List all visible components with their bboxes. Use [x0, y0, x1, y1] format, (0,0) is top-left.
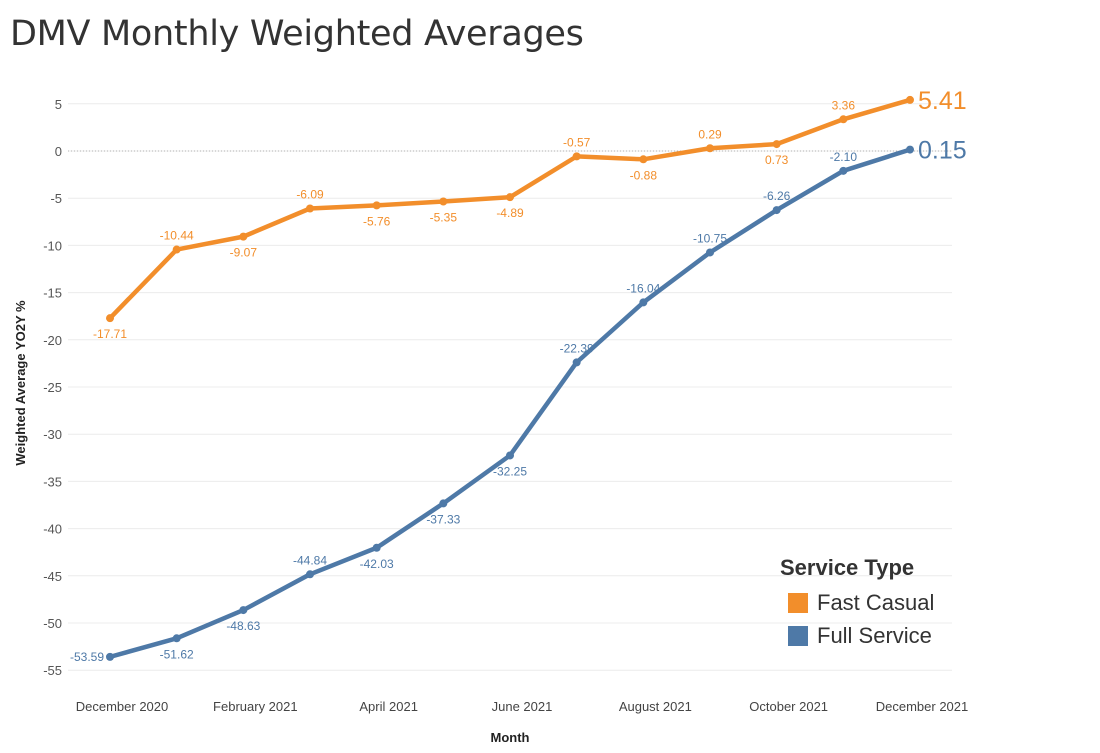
- x-axis-ticks: December 2020 February 2021 April 2021 June…: [76, 699, 969, 714]
- x-tick-label: December 2021: [876, 699, 969, 714]
- data-point-full-service: [772, 206, 781, 215]
- y-tick-label: -35: [43, 474, 62, 489]
- data-label-fast-casual: -4.89: [496, 206, 524, 220]
- data-point-fast-casual: [706, 144, 714, 153]
- data-point-fast-casual: [772, 140, 781, 149]
- data-point-full-service: [106, 652, 114, 661]
- data-point-full-service: [639, 298, 648, 307]
- plot-area: [68, 82, 952, 686]
- x-tick-label: April 2021: [359, 699, 418, 714]
- legend-swatch-full-service[interactable]: [788, 626, 808, 646]
- data-label-fast-casual: 5.41: [918, 87, 967, 115]
- chart-title: DMV Monthly Weighted Averages: [10, 14, 584, 54]
- gridlines: [68, 103, 952, 671]
- x-axis-title: Month: [491, 730, 530, 745]
- data-label-full-service: -2.10: [830, 150, 858, 164]
- data-label-fast-casual: -5.35: [430, 211, 458, 225]
- data-point-full-service: [306, 570, 314, 579]
- data-label-full-service: -6.26: [763, 189, 791, 203]
- data-label-full-service: -42.03: [360, 557, 394, 571]
- data-point-fast-casual: [172, 245, 181, 254]
- data-point-fast-casual: [506, 193, 514, 202]
- data-point-full-service: [439, 499, 448, 508]
- data-point-fast-casual: [239, 232, 248, 241]
- data-point-fast-casual: [106, 314, 114, 323]
- data-point-fast-casual: [572, 152, 581, 161]
- data-label-fast-casual: -17.71: [93, 327, 127, 341]
- series-fast-casual: -17.71 -10.44 -9.07 -6.09 -5.76 -5.35 -4.89 -0.…: [93, 87, 967, 341]
- data-label-fast-casual: -5.76: [363, 214, 391, 228]
- data-point-fast-casual: [439, 197, 448, 206]
- data-label-fast-casual: -9.07: [230, 246, 258, 260]
- data-label-full-service: -32.25: [493, 464, 527, 478]
- y-tick-label: 5: [55, 97, 62, 112]
- data-point-fast-casual: [306, 204, 314, 213]
- legend-swatch-fast-casual[interactable]: [788, 593, 808, 613]
- data-label-fast-casual: -6.09: [296, 187, 324, 201]
- series-full-service: -53.59 -51.62 -48.63 -44.84 -42.03 -37.33 -32.…: [70, 137, 967, 664]
- x-tick-label: August 2021: [619, 699, 692, 714]
- data-label-full-service: -10.75: [693, 231, 727, 245]
- data-point-full-service: [906, 145, 914, 154]
- data-label-full-service: -44.84: [293, 553, 327, 567]
- data-label-fast-casual: -10.44: [160, 229, 194, 243]
- data-label-full-service: -22.39: [560, 341, 594, 355]
- y-tick-label: -25: [43, 380, 62, 395]
- y-tick-label: -10: [43, 238, 62, 253]
- data-label-full-service: -53.59: [70, 650, 104, 664]
- data-label-full-service: -16.04: [626, 281, 660, 295]
- data-point-full-service: [706, 248, 714, 257]
- y-tick-label: -50: [43, 616, 62, 631]
- y-tick-label: -20: [43, 333, 62, 348]
- x-tick-label: February 2021: [213, 699, 298, 714]
- data-label-fast-casual: 0.29: [698, 127, 722, 141]
- series-layer: -17.71 -10.44 -9.07 -6.09 -5.76 -5.35 -4.89 -0.…: [70, 87, 967, 664]
- data-point-fast-casual: [839, 115, 848, 124]
- y-axis-title: Weighted Average YO2Y %: [13, 300, 28, 466]
- data-label-fast-casual: 0.73: [765, 153, 789, 167]
- x-tick-label: December 2020: [76, 699, 169, 714]
- data-label-full-service: -37.33: [426, 512, 460, 526]
- data-label-fast-casual: 3.36: [832, 98, 856, 112]
- y-tick-label: -45: [43, 569, 62, 584]
- data-point-fast-casual: [372, 201, 381, 210]
- data-point-full-service: [506, 451, 514, 460]
- x-tick-label: October 2021: [749, 699, 828, 714]
- legend-title: Service Type: [780, 555, 914, 580]
- data-point-fast-casual: [639, 155, 648, 164]
- legend-item-full-service[interactable]: Full Service: [817, 623, 932, 648]
- data-point-fast-casual: [906, 95, 914, 104]
- data-point-full-service: [372, 543, 381, 552]
- legend: Service Type Fast Casual Full Service: [780, 555, 934, 648]
- data-point-full-service: [239, 606, 248, 615]
- y-tick-label: -15: [43, 286, 62, 301]
- data-label-full-service: -51.62: [160, 647, 194, 661]
- data-point-full-service: [172, 634, 181, 643]
- x-tick-label: June 2021: [492, 699, 553, 714]
- legend-item-fast-casual[interactable]: Fast Casual: [817, 590, 934, 615]
- data-label-full-service: 0.15: [918, 137, 967, 165]
- data-label-fast-casual: -0.88: [630, 168, 658, 182]
- data-label-fast-casual: -0.57: [563, 135, 591, 149]
- y-tick-label: 0: [55, 144, 62, 159]
- data-label-full-service: -48.63: [226, 619, 260, 633]
- y-axis-ticks: 5 0 -5 -10 -15 -20 -25 -30 -35 -40 -45 -50 -55: [43, 97, 62, 678]
- y-tick-label: -40: [43, 522, 62, 537]
- y-tick-label: -30: [43, 427, 62, 442]
- data-point-full-service: [572, 358, 581, 367]
- data-point-full-service: [839, 166, 848, 175]
- y-tick-label: -5: [50, 191, 62, 206]
- y-tick-label: -55: [43, 663, 62, 678]
